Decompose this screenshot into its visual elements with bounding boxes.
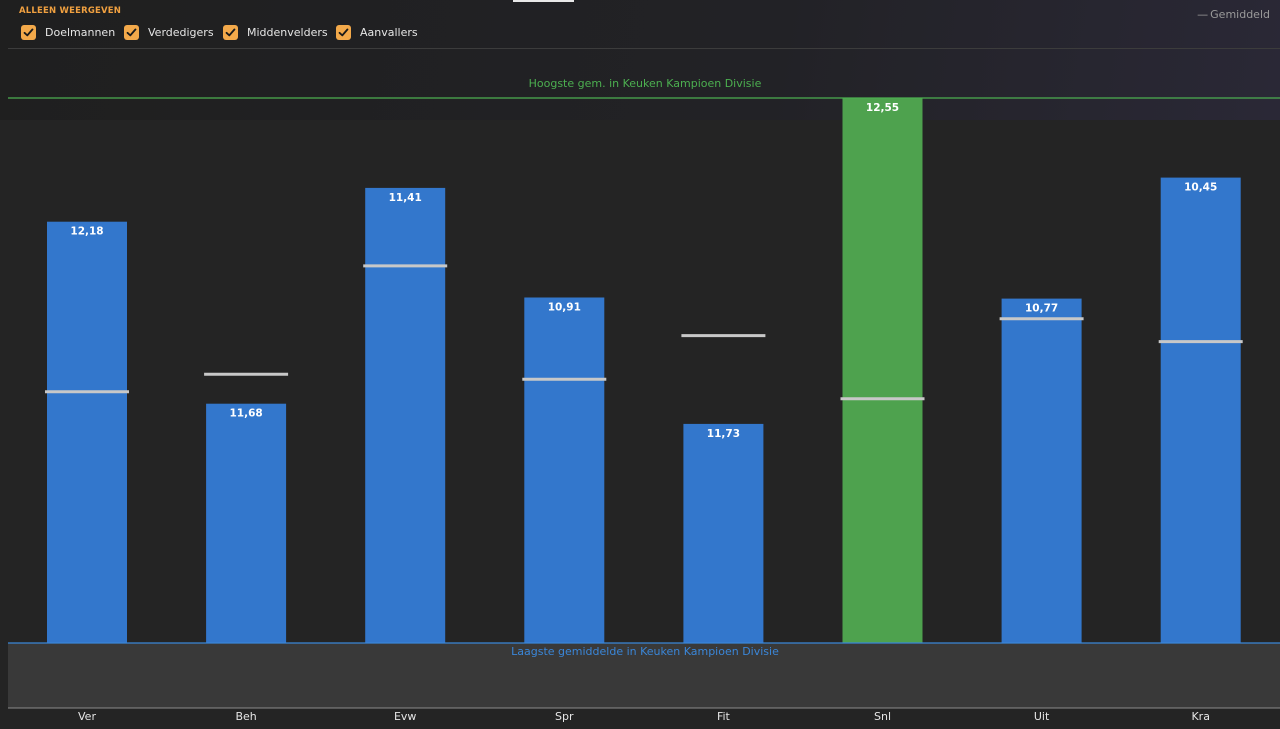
filter-aanvallers[interactable]: Aanvallers xyxy=(336,23,418,41)
x-tick-label-evw: Evw xyxy=(394,710,416,723)
chart-lower-band xyxy=(8,643,1280,708)
bar-uit[interactable] xyxy=(1001,298,1082,643)
value-label-kra: 10,45 xyxy=(1184,182,1217,194)
value-label-snl: 12,55 xyxy=(866,102,899,114)
filter-title: ALLEEN WEERGEVEN xyxy=(19,6,122,16)
value-label-spr: 10,91 xyxy=(548,302,581,314)
x-tick-label-uit: Uit xyxy=(1034,710,1050,723)
value-label-beh: 11,68 xyxy=(229,408,262,420)
checkbox-checked-icon[interactable] xyxy=(336,24,351,40)
filter-verdedigers[interactable]: Verdedigers xyxy=(124,23,214,41)
value-label-evw: 11,41 xyxy=(389,192,422,204)
value-label-fit: 11,73 xyxy=(707,428,740,440)
value-label-uit: 10,77 xyxy=(1025,303,1058,315)
legend-average-label: Gemiddeld xyxy=(1210,8,1270,21)
filter-middenvelders[interactable]: Middenvelders xyxy=(223,23,328,41)
min-line-label: Laagste gemiddelde in Keuken Kampioen Di… xyxy=(511,645,779,658)
checkbox-checked-icon[interactable] xyxy=(124,24,139,40)
x-tick-label-ver: Ver xyxy=(78,710,96,723)
max-line-label: Hoogste gem. in Keuken Kampioen Divisie xyxy=(529,77,762,90)
active-tab-indicator xyxy=(513,0,574,2)
x-tick-label-fit: Fit xyxy=(717,710,731,723)
filter-label: Aanvallers xyxy=(360,25,418,39)
average-line-icon: — xyxy=(1197,8,1209,21)
x-tick-label-snl: Snl xyxy=(874,710,891,723)
bar-beh[interactable] xyxy=(206,403,287,643)
x-tick-label-spr: Spr xyxy=(555,710,574,723)
bar-ver[interactable] xyxy=(47,221,127,643)
filter-label: Verdedigers xyxy=(148,25,214,39)
filter-doelmannen[interactable]: Doelmannen xyxy=(21,23,115,41)
bar-snl[interactable] xyxy=(842,98,923,643)
header-divider xyxy=(8,48,1280,49)
header-background xyxy=(0,0,1280,120)
x-tick-label-kra: Kra xyxy=(1191,710,1209,723)
checkbox-checked-icon[interactable] xyxy=(21,24,36,40)
bar-spr[interactable] xyxy=(524,297,605,644)
bar-kra[interactable] xyxy=(1160,177,1241,643)
legend: — Gemiddeld xyxy=(1197,8,1270,21)
bar-fit[interactable] xyxy=(683,423,764,643)
filter-label: Doelmannen xyxy=(45,25,116,39)
bar-evw[interactable] xyxy=(365,187,446,643)
value-label-ver: 12,18 xyxy=(70,226,103,238)
x-tick-label-beh: Beh xyxy=(235,710,256,723)
filter-label: Middenvelders xyxy=(247,25,328,39)
checkbox-checked-icon[interactable] xyxy=(223,24,238,40)
